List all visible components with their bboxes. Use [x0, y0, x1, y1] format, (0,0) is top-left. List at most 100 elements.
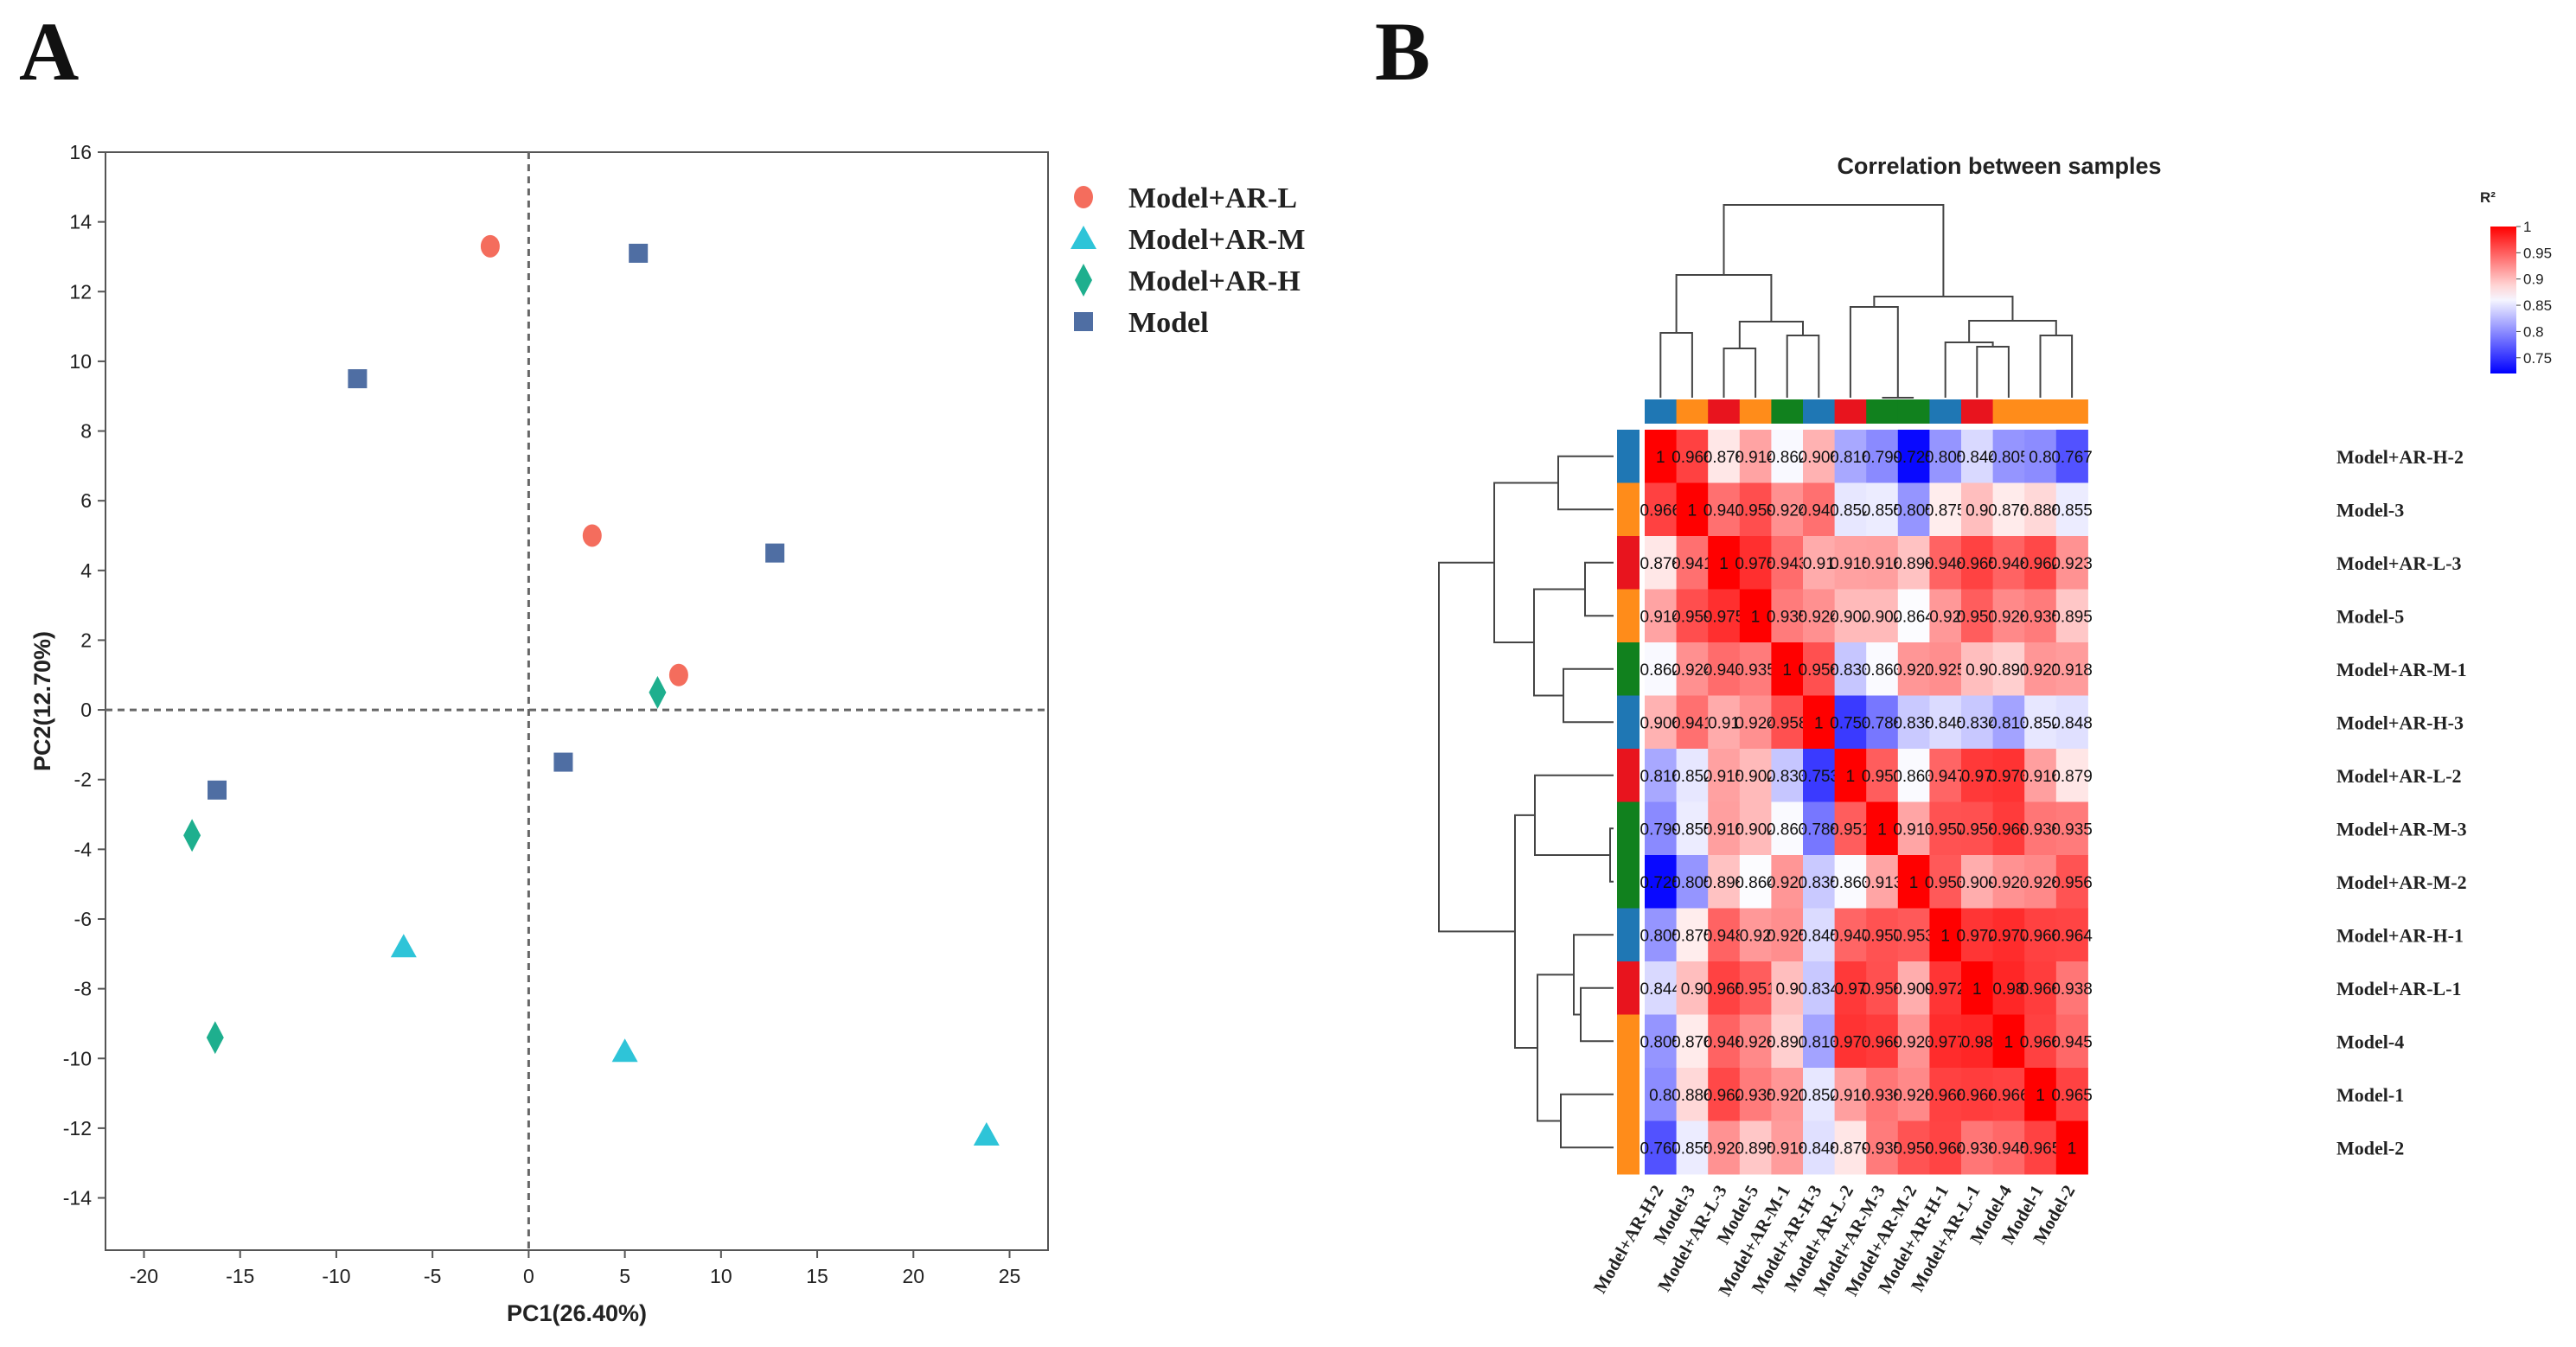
- cell-value: 0.855: [1672, 1140, 1713, 1158]
- heatmap-cell: [1929, 430, 1962, 483]
- cell-value: 0.966: [1988, 1087, 2029, 1105]
- heatmap-cell: [1676, 908, 1709, 962]
- point-model: [765, 543, 785, 563]
- cell-value: 0.958: [1862, 980, 1903, 999]
- cell-value: 0.953: [1893, 927, 1934, 945]
- heatmap-cell: [1645, 801, 1678, 856]
- heatmap-cell: [1834, 1068, 1867, 1121]
- heatmap-cell: [1866, 430, 1899, 483]
- heatmap-cell: [1992, 801, 2025, 856]
- cell-value: 1: [1940, 927, 1950, 945]
- colorbar-tick-label: 1: [2523, 219, 2531, 235]
- heatmap-cell: [1739, 855, 1772, 909]
- column-group-bar: [1929, 399, 1962, 424]
- row-labels: Model+AR-H-2 Model-3 Model+AR-L-3 Model-5 Mo…: [2336, 446, 2467, 1159]
- heatmap-cell: [1834, 749, 1867, 802]
- x-tick-label: -15: [226, 1265, 254, 1287]
- heatmap-cell: [2055, 589, 2088, 643]
- point-model: [629, 243, 649, 263]
- y-tick-label: -2: [74, 769, 92, 791]
- x-axis-title: PC1(26.40%): [507, 1300, 647, 1326]
- point-model-ar-h: [183, 819, 201, 852]
- cell-value: 0.863: [1830, 874, 1871, 892]
- row-label: Model-5: [2336, 605, 2404, 627]
- heatmap-cell: [1897, 642, 1930, 696]
- cell-value: 0.938: [2020, 820, 2061, 839]
- cell-value: 0.916: [1862, 555, 1903, 573]
- row-group-bar: [1617, 482, 1640, 537]
- heatmap-cell: [1992, 536, 2025, 590]
- colorbar-tick-label: 0.95: [2523, 245, 2552, 261]
- heatmap-cell: [1866, 801, 1899, 856]
- dendrogram-branch: [1557, 455, 1614, 511]
- cell-value: 0.835: [1799, 874, 1840, 892]
- cell-value: 0.9: [1681, 980, 1703, 999]
- cell-value: 0.973: [1830, 1033, 1871, 1051]
- y-tick-label: -6: [74, 908, 92, 930]
- heatmap-cell: [1897, 482, 1930, 537]
- row-label: Model+AR-H-2: [2336, 446, 2464, 468]
- heatmap-cell: [1961, 1014, 1994, 1069]
- row-group-bar: [1617, 642, 1640, 696]
- heatmap-cell: [1834, 430, 1867, 483]
- cell-value: 0.943: [1703, 661, 1745, 680]
- legend-marker-model-ar-m: [1071, 226, 1096, 249]
- legend-label-model-ar-l: Model+AR-L: [1128, 182, 1297, 214]
- cell-value: 0.935: [1735, 661, 1776, 680]
- cell-value: 0.965: [1957, 555, 1998, 573]
- heatmap-cell: [1961, 430, 1994, 483]
- dendrogram-branch: [1534, 774, 1614, 856]
- cell-value: 0.965: [2051, 1087, 2093, 1105]
- legend-marker-model-ar-l: [1074, 186, 1093, 208]
- heatmap-cell: [1708, 536, 1741, 590]
- column-labels: Model+AR-H-2Model-3Model+AR-L-3Model-5Mo…: [1589, 1181, 2080, 1299]
- cell-value: 1: [1656, 449, 1665, 467]
- cell-value: 0.923: [1893, 1033, 1934, 1051]
- cell-value: 0.862: [1640, 661, 1682, 680]
- cell-value: 0.914: [1735, 449, 1776, 467]
- cell-value: 0.966: [1640, 501, 1682, 520]
- heatmap-cell: [2024, 1068, 2057, 1121]
- cell-value: 0.928: [1893, 1087, 1934, 1105]
- cell-value: 0.863: [1767, 820, 1808, 839]
- heatmap-cell: [1739, 536, 1772, 590]
- y-tick-label: 16: [69, 141, 92, 163]
- heatmap-cell: [1739, 961, 1772, 1015]
- cell-value: 0.805: [1672, 874, 1713, 892]
- heatmap-cell: [1866, 1120, 1899, 1175]
- cell-value: 0.864: [1893, 608, 1934, 626]
- heatmap-cell: [1834, 695, 1867, 750]
- cell-value: 0.845: [1925, 714, 1966, 732]
- row-label: Model+AR-M-3: [2336, 818, 2467, 839]
- cell-value: 0.916: [2020, 768, 2061, 786]
- y-tick-label: 8: [80, 420, 92, 443]
- heatmap-cell: [1645, 1014, 1678, 1069]
- heatmap-cell: [1739, 801, 1772, 856]
- heatmap-cell: [1771, 589, 1804, 643]
- heatmap-cell: [1708, 1068, 1741, 1121]
- heatmap-cell: [1866, 1014, 1899, 1069]
- heatmap-cell: [1676, 642, 1709, 696]
- cell-value: 1: [1846, 768, 1856, 786]
- y-tick-label: 2: [80, 629, 92, 651]
- heatmap-cell: [1961, 855, 1994, 909]
- point-model: [553, 752, 573, 772]
- cell-value: 1: [1719, 555, 1729, 573]
- heatmap-cell: [1929, 1068, 1962, 1121]
- cell-value: 0.816: [1830, 449, 1871, 467]
- legend-marker-model-ar-h: [1075, 264, 1092, 297]
- heatmap-cell: [1739, 1120, 1772, 1175]
- data-points: [183, 234, 1000, 1146]
- heatmap-cell: [1676, 482, 1709, 537]
- cell-value: 0.835: [1893, 714, 1934, 732]
- heatmap-cell: [1676, 855, 1709, 909]
- heatmap-cell: [1961, 695, 1994, 750]
- y-tick-label: 10: [69, 350, 92, 373]
- heatmap-cell: [1676, 589, 1709, 643]
- dendrogram-branch: [1537, 974, 1574, 1122]
- heatmap-cell: [1676, 536, 1709, 590]
- dendrogram-branch: [1944, 342, 1994, 398]
- dendrogram-branch: [1563, 667, 1614, 724]
- cell-value: 0.909: [1893, 980, 1934, 999]
- cell-value: 0.816: [1640, 768, 1682, 786]
